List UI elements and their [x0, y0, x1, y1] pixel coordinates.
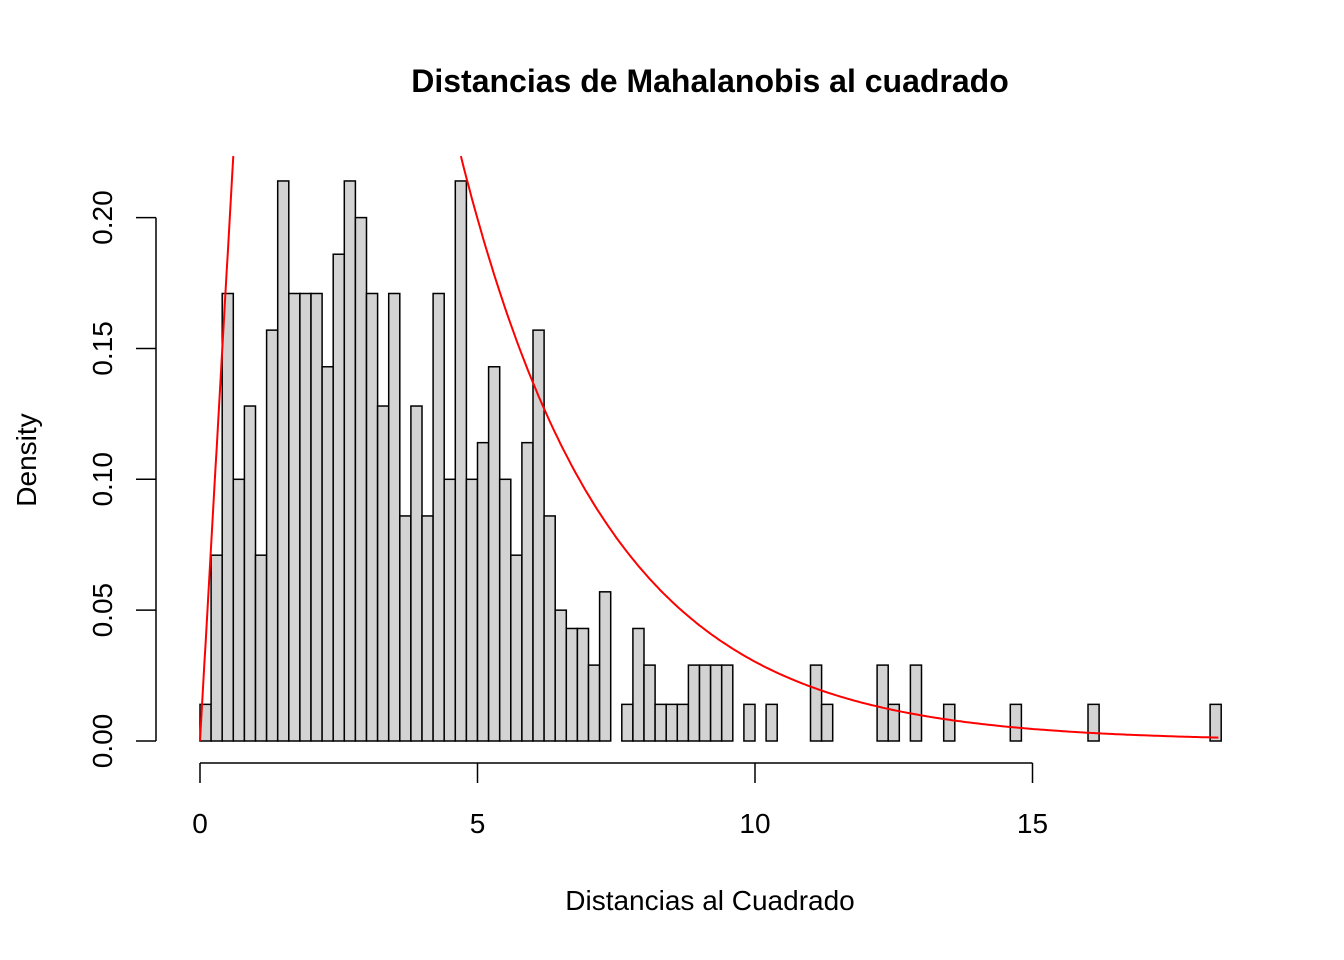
histogram-bar: [887, 703, 901, 742]
x-axis-label: Distancias al Cuadrado: [565, 885, 855, 916]
y-tick-label: 0.00: [87, 714, 118, 769]
histogram-bar: [1009, 703, 1023, 742]
histogram-bar: [543, 515, 556, 742]
histogram-bar: [476, 441, 490, 742]
y-tick-label: 0.05: [87, 583, 118, 638]
histogram-bars: [199, 180, 1222, 742]
histogram-bar: [410, 405, 423, 742]
histogram-bar: [876, 664, 889, 742]
histogram-bar: [454, 180, 468, 742]
histogram-bar: [332, 253, 346, 742]
histogram-bar: [820, 703, 834, 742]
density-curve-layer: [199, 155, 1219, 742]
histogram-bar: [243, 405, 257, 742]
histogram-bar: [487, 366, 501, 742]
histogram-bar: [443, 478, 457, 742]
density-curve-decay: [459, 155, 1219, 739]
histogram-bar: [221, 292, 235, 742]
density-curve-rise: [199, 156, 235, 742]
y-tick-label: 0.10: [87, 452, 118, 507]
x-axis: 0 5 10 15: [192, 762, 1048, 839]
histogram-bar: [576, 627, 590, 742]
histogram-bar: [432, 292, 445, 742]
histogram-bar: [299, 292, 312, 742]
histogram-bar: [510, 554, 523, 742]
histogram-bar: [532, 329, 545, 742]
x-tick-label: 10: [739, 808, 770, 839]
histogram-bar: [421, 515, 434, 742]
histogram-bar: [254, 554, 268, 742]
histogram-bar: [598, 591, 612, 742]
histogram-bar: [676, 703, 690, 742]
histogram-bar: [654, 703, 667, 742]
histogram-bar: [565, 627, 579, 742]
y-tick-label: 0.15: [87, 321, 118, 376]
histogram-bar: [354, 216, 368, 742]
histogram-bar: [554, 609, 568, 742]
histogram-bar: [387, 292, 401, 742]
histogram-bar: [321, 366, 334, 742]
histogram-bar: [632, 627, 645, 742]
histogram-bar: [288, 292, 301, 742]
histogram-bar: [909, 664, 923, 742]
histogram-bar: [465, 478, 479, 742]
histogram-bar: [643, 664, 656, 742]
histogram-bar: [210, 554, 223, 742]
y-axis: 0.00 0.05 0.10 0.15 0.20: [87, 190, 157, 769]
histogram-bar: [743, 703, 756, 742]
histogram-bar: [232, 478, 246, 742]
histogram-bar: [1087, 703, 1100, 742]
histogram-bar: [942, 703, 956, 742]
chart-title: Distancias de Mahalanobis al cuadrado: [411, 63, 1009, 99]
y-tick-label: 0.20: [87, 190, 118, 245]
histogram-bar: [698, 664, 712, 742]
histogram-bar: [343, 180, 357, 742]
histogram-bar: [265, 329, 279, 742]
histogram-bar: [365, 292, 379, 742]
histogram-bar: [687, 664, 701, 742]
histogram-bar: [665, 703, 679, 742]
x-tick-label: 0: [192, 808, 208, 839]
histogram-bar: [720, 664, 734, 742]
histogram-bar: [310, 292, 323, 742]
histogram-bar: [587, 664, 601, 742]
histogram-bar: [276, 180, 290, 742]
x-tick-label: 5: [470, 808, 486, 839]
histogram-bar: [809, 664, 823, 742]
histogram-bar: [376, 405, 390, 742]
histogram-bar: [621, 703, 634, 742]
histogram-bar: [709, 664, 723, 742]
histogram-bar: [765, 703, 778, 742]
y-axis-label: Density: [11, 413, 42, 506]
histogram-bar: [498, 478, 512, 742]
x-tick-label: 15: [1017, 808, 1048, 839]
histogram-bar: [399, 515, 412, 742]
histogram-bar: [1209, 703, 1222, 742]
histogram-bar: [521, 441, 534, 742]
